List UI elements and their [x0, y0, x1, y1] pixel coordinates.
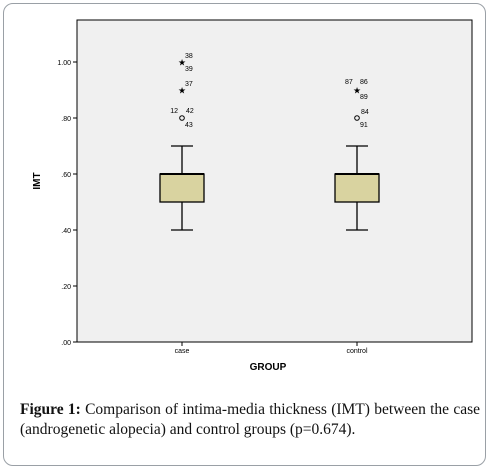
outlier-label: 86: [360, 79, 368, 86]
outlier-star: ★: [353, 87, 361, 97]
x-axis: case control: [175, 342, 368, 355]
outlier-label: 84: [361, 109, 369, 116]
outlier-star: ★: [178, 87, 186, 97]
outlier-circle: [179, 115, 185, 121]
figure-caption-label: Figure 1:: [20, 401, 81, 418]
figure-caption: Figure 1: Comparison of intima-media thi…: [20, 400, 480, 440]
outlier-circle: [354, 115, 360, 121]
y-tick-label: .80: [61, 116, 71, 123]
box-iqr: [159, 173, 205, 203]
y-tick-label: 1.00: [57, 60, 71, 67]
figure-caption-text: Comparison of intima-media thickness (IM…: [20, 401, 480, 438]
outlier-label: 39: [185, 66, 193, 73]
x-tick-label: case: [175, 348, 190, 355]
y-tick-label: .60: [61, 172, 71, 179]
box-case: [159, 145, 205, 231]
outlier-label: 37: [185, 81, 193, 88]
box-control: [334, 145, 380, 231]
outlier-label: 91: [360, 122, 368, 129]
x-tick-label: control: [346, 348, 367, 355]
boxplot-chart: .00.20.40.60.801.00 case control ★3839★37…: [32, 19, 473, 373]
outlier-label: 89: [360, 94, 368, 101]
x-axis-label: GROUP: [250, 362, 287, 373]
outlier-label: 38: [185, 53, 193, 60]
box-iqr: [334, 173, 380, 203]
outlier-label: 43: [185, 122, 193, 129]
y-axis: .00 .20 .40 .60 .80 1.00: [57, 60, 77, 347]
y-axis-label: IMT: [32, 172, 43, 189]
outlier-label: 12: [170, 108, 178, 115]
y-tick-label: .40: [61, 228, 71, 235]
outliers-control: ★87 86 89 84 91: [345, 79, 369, 129]
outlier-label: 87: [345, 79, 353, 86]
y-tick-label: .00: [61, 340, 71, 347]
plot-area: [76, 19, 473, 343]
outlier-star: ★: [178, 59, 186, 69]
y-tick-label: .20: [61, 284, 71, 291]
outlier-label: 42: [186, 108, 194, 115]
